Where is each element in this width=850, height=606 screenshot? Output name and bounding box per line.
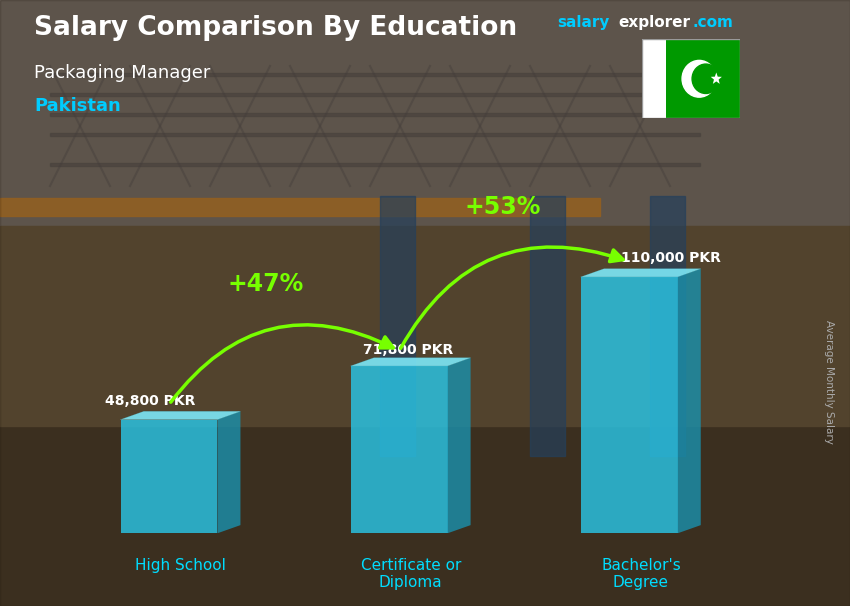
Circle shape — [692, 64, 719, 93]
Text: Salary Comparison By Education: Salary Comparison By Education — [34, 15, 517, 41]
Text: High School: High School — [135, 558, 226, 573]
Point — [185, 62, 196, 70]
Text: salary: salary — [557, 15, 609, 30]
Text: +47%: +47% — [228, 272, 303, 296]
Polygon shape — [448, 358, 471, 533]
Text: +53%: +53% — [465, 195, 541, 219]
Line: 2 pts: 2 pts — [130, 66, 190, 186]
Line: 2 pts: 2 pts — [610, 66, 670, 186]
Point — [665, 62, 675, 70]
Bar — [380, 196, 415, 456]
Bar — [650, 196, 685, 456]
Point — [665, 182, 675, 190]
Line: 2 pts: 2 pts — [50, 66, 110, 186]
Point — [345, 182, 355, 190]
Point — [265, 182, 275, 190]
Point — [105, 62, 115, 70]
Polygon shape — [666, 39, 740, 118]
Text: 71,800 PKR: 71,800 PKR — [363, 342, 454, 356]
Line: 2 pts: 2 pts — [50, 66, 110, 186]
Line: 2 pts: 2 pts — [370, 66, 430, 186]
Point — [285, 182, 295, 190]
Point — [585, 62, 595, 70]
Text: Pakistan: Pakistan — [34, 97, 121, 115]
Bar — [50, 73, 700, 76]
Line: 2 pts: 2 pts — [530, 66, 590, 186]
Point — [345, 62, 355, 70]
Line: 2 pts: 2 pts — [450, 66, 510, 186]
Point — [205, 62, 215, 70]
Line: 2 pts: 2 pts — [210, 66, 270, 186]
Point — [585, 182, 595, 190]
Line: 2 pts: 2 pts — [530, 66, 590, 186]
Text: Packaging Manager: Packaging Manager — [34, 64, 210, 82]
Polygon shape — [642, 39, 666, 118]
Line: 2 pts: 2 pts — [610, 66, 670, 186]
Line: 2 pts: 2 pts — [130, 66, 190, 186]
Point — [525, 182, 536, 190]
Bar — [0, 406, 850, 606]
Point — [365, 62, 375, 70]
Point — [185, 182, 196, 190]
Text: Average Monthly Salary: Average Monthly Salary — [824, 320, 834, 444]
Point — [425, 62, 435, 70]
Bar — [50, 93, 700, 96]
Point — [445, 182, 455, 190]
Point — [45, 62, 55, 70]
Line: 2 pts: 2 pts — [370, 66, 430, 186]
Polygon shape — [677, 268, 700, 533]
Point — [205, 182, 215, 190]
Bar — [0, 0, 850, 256]
Polygon shape — [351, 358, 471, 366]
Polygon shape — [711, 73, 722, 84]
Polygon shape — [218, 411, 241, 533]
Circle shape — [682, 61, 717, 97]
Point — [365, 182, 375, 190]
Line: 2 pts: 2 pts — [290, 66, 350, 186]
Bar — [0, 198, 600, 216]
Point — [425, 182, 435, 190]
Text: .com: .com — [693, 15, 734, 30]
Polygon shape — [581, 268, 700, 277]
Text: 48,800 PKR: 48,800 PKR — [105, 394, 196, 408]
Point — [505, 62, 515, 70]
Polygon shape — [351, 366, 448, 533]
Point — [605, 62, 615, 70]
Point — [105, 182, 115, 190]
Text: explorer: explorer — [618, 15, 690, 30]
Bar — [530, 196, 565, 456]
Point — [525, 62, 536, 70]
Point — [125, 182, 135, 190]
Point — [445, 62, 455, 70]
Line: 2 pts: 2 pts — [450, 66, 510, 186]
Polygon shape — [121, 411, 241, 419]
Bar — [50, 163, 700, 166]
Line: 2 pts: 2 pts — [290, 66, 350, 186]
Bar — [50, 133, 700, 136]
Line: 2 pts: 2 pts — [210, 66, 270, 186]
Bar — [0, 226, 850, 426]
Point — [285, 62, 295, 70]
Bar — [50, 113, 700, 116]
Point — [125, 62, 135, 70]
Text: Certificate or
Diploma: Certificate or Diploma — [360, 558, 461, 590]
Point — [45, 182, 55, 190]
Text: Bachelor's
Degree: Bachelor's Degree — [601, 558, 681, 590]
Text: 110,000 PKR: 110,000 PKR — [620, 251, 721, 265]
Point — [505, 182, 515, 190]
Point — [265, 62, 275, 70]
Polygon shape — [121, 419, 218, 533]
Point — [605, 182, 615, 190]
Polygon shape — [581, 277, 677, 533]
